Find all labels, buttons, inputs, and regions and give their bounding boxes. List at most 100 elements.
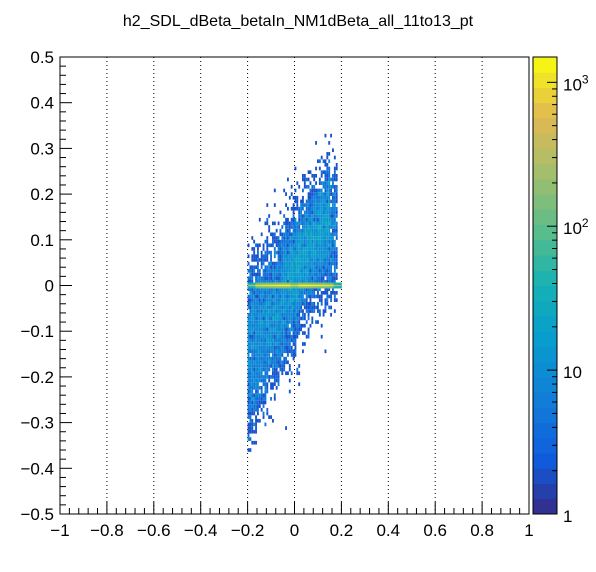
- heatmap-cell: [322, 309, 325, 313]
- heatmap-cell: [313, 287, 316, 291]
- heatmap-cell: [313, 184, 316, 189]
- heatmap-cell: [286, 232, 289, 237]
- heatmap-cell: [251, 298, 254, 302]
- heatmap-cell: [286, 239, 289, 244]
- heatmap-cell: [290, 334, 293, 339]
- heatmap-cell: [271, 294, 274, 299]
- heatmap-cell: [313, 217, 316, 222]
- heatmap-cell: [300, 199, 303, 204]
- heatmap-cell: [286, 177, 289, 182]
- heatmap-cell: [315, 232, 318, 237]
- heatmap-cell: [320, 232, 323, 237]
- heatmap-cell: [283, 338, 286, 343]
- heatmap-cell: [270, 276, 272, 281]
- heatmap-cell: [294, 243, 297, 248]
- heatmap-cell: [288, 298, 291, 302]
- heatmap-cell: [262, 404, 265, 408]
- color-scale-segment: [533, 224, 557, 241]
- heatmap-cell: [292, 353, 295, 357]
- heatmap-cell: [320, 173, 323, 178]
- heatmap-cell: [268, 261, 271, 266]
- heatmap-cell: [313, 206, 316, 211]
- heatmap-cell: [307, 327, 310, 332]
- color-scale-segment: [533, 315, 557, 332]
- heatmap-cell: [247, 327, 250, 332]
- heatmap-cell: [335, 272, 338, 277]
- heatmap-cell: [275, 290, 278, 295]
- heatmap-cell: [281, 367, 284, 372]
- heatmap-cell: [307, 210, 310, 215]
- heatmap-cell: [251, 426, 254, 430]
- heatmap-cell: [286, 312, 289, 317]
- heatmap-cell: [268, 327, 271, 332]
- heatmap-cell: [255, 323, 257, 328]
- heatmap-cell: [294, 232, 297, 237]
- heatmap-cell: [290, 309, 293, 313]
- heatmap-cell: [260, 367, 263, 372]
- heatmap-cell: [285, 342, 287, 346]
- heatmap-cell: [260, 364, 263, 368]
- heatmap-cell: [317, 276, 319, 281]
- heatmap-cell: [247, 286, 250, 289]
- heatmap-cell: [279, 301, 282, 306]
- heatmap-cell: [247, 422, 250, 427]
- heatmap-cell: [333, 239, 336, 244]
- heatmap-cell: [322, 228, 325, 233]
- heatmap-cell: [298, 261, 301, 266]
- heatmap-cell: [275, 367, 278, 372]
- heatmap-cell: [264, 345, 267, 350]
- heatmap-cell: [286, 334, 289, 339]
- heatmap-cell: [330, 236, 333, 240]
- heatmap-cell: [283, 342, 286, 346]
- heatmap-cell: [283, 272, 286, 277]
- x-tick-label: −0.2: [231, 521, 265, 540]
- heatmap-cell: [253, 247, 256, 251]
- heatmap-cell: [256, 389, 259, 394]
- heatmap-cell: [298, 320, 301, 324]
- heatmap-cell: [324, 309, 327, 313]
- heatmap-cell: [294, 250, 297, 255]
- heatmap-cell: [258, 378, 261, 383]
- heatmap-cell: [253, 316, 256, 321]
- heatmap-cell: [333, 232, 336, 237]
- heatmap-cell: [296, 309, 299, 313]
- heatmap-cell: [315, 236, 318, 240]
- heatmap-cell: [313, 192, 316, 196]
- color-scale-segment: [533, 117, 557, 134]
- heatmap-cell: [253, 404, 256, 408]
- heatmap-cell: [317, 305, 319, 310]
- heatmap-cell: [326, 250, 329, 255]
- heatmap-cell: [271, 327, 274, 332]
- heatmap-cell: [298, 316, 301, 321]
- heatmap-cell: [286, 261, 289, 266]
- heatmap-cell: [285, 232, 287, 237]
- heatmap-cell: [277, 261, 280, 266]
- heatmap-cell: [256, 305, 259, 310]
- heatmap-cell: [258, 272, 261, 277]
- heatmap-cell: [335, 290, 338, 295]
- heatmap-cell: [278, 284, 282, 287]
- heatmap-cell: [281, 294, 284, 299]
- heatmap-cell: [324, 349, 327, 354]
- heatmap-cell: [335, 276, 338, 281]
- heatmap-cell: [313, 195, 316, 200]
- heatmap-cell: [322, 195, 325, 200]
- heatmap-cell: [332, 250, 334, 255]
- heatmap-cell: [322, 247, 325, 251]
- heatmap-cell: [279, 276, 282, 281]
- x-tick-label: 1: [524, 521, 533, 540]
- heatmap-cell: [306, 282, 309, 285]
- heatmap-cell: [256, 400, 259, 405]
- heatmap-cell: [258, 404, 261, 408]
- heatmap-cell: [330, 290, 333, 295]
- heatmap-cell: [288, 312, 291, 317]
- heatmap-cell: [333, 298, 336, 302]
- heatmap-cell: [273, 221, 276, 226]
- heatmap-cell: [255, 338, 257, 343]
- heatmap-cell: [275, 309, 278, 313]
- heatmap-cell: [266, 386, 269, 390]
- heatmap-cell: [333, 247, 336, 251]
- heatmap-cell: [253, 286, 256, 289]
- heatmap-cell: [294, 221, 297, 226]
- heatmap-cell: [318, 294, 321, 299]
